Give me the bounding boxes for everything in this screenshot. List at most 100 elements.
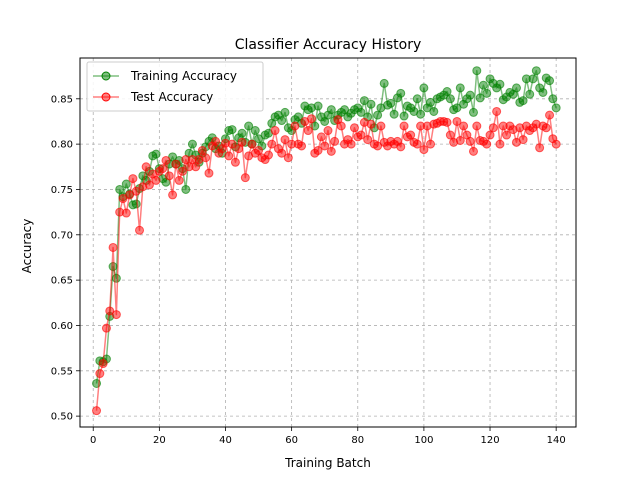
data-point	[525, 89, 535, 99]
data-point	[465, 90, 475, 100]
data-point	[429, 106, 439, 116]
data-point	[181, 184, 191, 194]
data-point	[121, 179, 131, 189]
data-point	[320, 141, 330, 151]
series-layer	[92, 66, 561, 416]
x-tick-label: 60	[285, 435, 298, 446]
data-point	[442, 87, 452, 97]
data-point	[197, 145, 207, 155]
data-point	[108, 242, 118, 252]
data-point	[396, 88, 406, 98]
data-point	[478, 80, 488, 90]
data-point	[412, 139, 422, 149]
data-point	[174, 175, 184, 185]
data-point	[495, 79, 505, 89]
data-point	[230, 157, 240, 167]
data-point	[277, 148, 287, 158]
data-point	[346, 139, 356, 149]
data-point	[171, 159, 181, 169]
data-point	[141, 162, 151, 172]
data-point	[158, 164, 168, 174]
data-point	[237, 128, 247, 138]
data-point	[502, 130, 512, 140]
data-point	[535, 143, 545, 153]
data-point	[363, 135, 373, 145]
x-tick-label: 80	[351, 435, 364, 446]
x-tick-label: 120	[480, 435, 499, 446]
data-point	[336, 121, 346, 131]
y-tick-label: 0.70	[51, 230, 73, 241]
x-tick-label: 20	[153, 435, 166, 446]
data-point	[280, 135, 290, 145]
data-point	[131, 186, 141, 196]
data-point	[366, 119, 376, 129]
data-point	[227, 125, 237, 135]
y-tick-label: 0.50	[51, 412, 73, 423]
y-axis-label: Accuracy	[20, 219, 34, 274]
data-point	[237, 137, 247, 147]
data-point	[161, 155, 171, 165]
data-point	[98, 359, 108, 369]
data-point	[349, 123, 359, 133]
data-point	[396, 142, 406, 152]
data-point	[135, 225, 145, 235]
x-axis-label: Training Batch	[284, 456, 371, 470]
y-tick-label: 0.75	[51, 185, 73, 196]
data-point	[488, 123, 498, 133]
data-point	[313, 145, 323, 155]
data-point	[386, 98, 396, 108]
data-point	[445, 130, 455, 140]
legend-box	[86, 61, 264, 112]
data-point	[551, 139, 561, 149]
data-point	[356, 107, 366, 117]
data-point	[545, 110, 555, 120]
data-point	[399, 121, 409, 131]
y-tick-label: 0.55	[51, 366, 73, 377]
data-point	[280, 107, 290, 117]
data-point	[270, 126, 280, 136]
data-point	[373, 110, 383, 120]
legend: Training Accuracy Test Accuracy	[86, 61, 264, 112]
data-point	[326, 105, 336, 115]
data-point	[303, 126, 313, 136]
data-point	[419, 145, 429, 155]
data-point	[541, 123, 551, 133]
data-point	[379, 78, 389, 88]
data-point	[442, 117, 452, 127]
data-point	[468, 146, 478, 156]
data-point	[459, 121, 469, 131]
y-tick-label: 0.65	[51, 276, 73, 287]
data-point	[482, 88, 492, 98]
data-point	[92, 406, 102, 416]
data-point	[323, 126, 333, 136]
data-point	[518, 135, 528, 145]
data-point	[445, 94, 455, 104]
data-point	[531, 66, 541, 76]
plot-frame	[79, 57, 577, 428]
data-point	[482, 139, 492, 149]
data-point	[121, 208, 131, 218]
data-point	[227, 139, 237, 149]
series-test-accuracy	[92, 106, 561, 416]
data-point	[548, 94, 558, 104]
data-point	[518, 96, 528, 106]
data-point	[492, 106, 502, 116]
data-point	[419, 83, 429, 93]
x-axis-ticks: 0 20 40 60 80 100 120 140	[90, 427, 566, 446]
data-point	[250, 126, 260, 136]
data-point	[277, 116, 287, 126]
data-point	[95, 369, 105, 379]
data-point	[412, 94, 422, 104]
data-point	[468, 107, 478, 117]
data-point	[128, 174, 138, 184]
data-point	[452, 116, 462, 126]
data-point	[115, 184, 125, 194]
y-tick-label: 0.85	[51, 94, 73, 105]
data-point	[283, 153, 293, 163]
data-point	[495, 139, 505, 149]
data-point	[366, 99, 376, 109]
data-point	[330, 136, 340, 146]
data-point	[108, 262, 118, 272]
data-point	[247, 139, 257, 149]
